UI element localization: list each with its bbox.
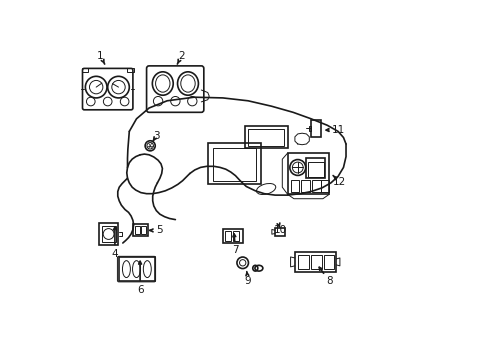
Bar [207,143,261,184]
Text: 9: 9 [244,276,251,286]
Bar [287,153,328,194]
Bar [212,148,256,181]
Bar [232,231,239,241]
Bar [311,180,320,192]
Text: 11: 11 [331,125,344,135]
Bar [99,223,118,245]
Text: 2: 2 [178,51,184,61]
Bar [301,180,309,192]
Text: 10: 10 [273,225,286,235]
Text: 1: 1 [97,51,103,61]
Bar [102,226,115,242]
Bar [81,68,88,72]
Bar [127,68,133,72]
Bar [320,180,329,192]
Bar [141,226,146,234]
Bar [309,126,310,131]
Bar [310,120,321,137]
Bar [294,252,336,272]
Text: 5: 5 [156,225,163,235]
Text: 8: 8 [325,276,332,286]
Bar [307,162,323,177]
Bar [247,129,284,146]
Bar [306,158,325,178]
Bar [224,231,231,241]
Bar [133,224,148,236]
Bar [244,126,287,148]
Bar [297,255,308,269]
Bar [323,255,334,269]
Bar [275,228,285,236]
Text: 4: 4 [111,249,118,259]
Text: 12: 12 [333,177,346,187]
Bar [290,180,299,192]
Bar [118,257,154,281]
Bar [310,255,321,269]
Text: 6: 6 [137,285,143,295]
Bar [134,226,140,234]
Bar [223,229,242,243]
Text: 7: 7 [232,245,238,255]
Text: 3: 3 [153,131,159,141]
